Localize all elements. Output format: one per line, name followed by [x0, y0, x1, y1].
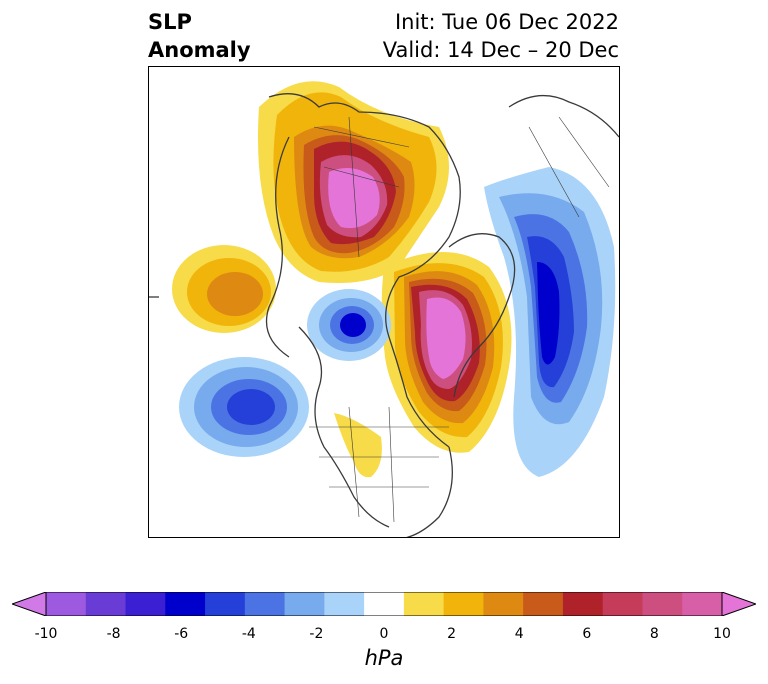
colorbar-tick-label: -2 [309, 626, 324, 642]
colorbar-cell [46, 592, 87, 616]
colorbar-tick-label: 6 [582, 626, 592, 642]
colorbar-tick-label: -8 [106, 626, 121, 642]
variable-label: SLP [148, 10, 192, 34]
positive-anomaly-eurasia [258, 81, 449, 283]
colorbar-cell [523, 592, 564, 616]
colorbar-cell [483, 592, 524, 616]
colorbar-cell [682, 592, 723, 616]
colorbar-tick-label: 8 [649, 626, 659, 642]
colorbar-cell [85, 592, 127, 616]
anomaly-map [149, 81, 619, 537]
negative-anomaly-north-atlantic [484, 167, 616, 477]
colorbar-cell [642, 592, 683, 616]
colorbar-cell [324, 592, 365, 616]
negative-anomaly-gulf-of-alaska [179, 357, 309, 457]
colorbar-tick-label: 0 [379, 626, 389, 642]
colorbar-tick-label: 4 [514, 626, 524, 642]
colorbar-tick-label: 10 [713, 626, 731, 642]
colorbar-units: hPa [364, 646, 404, 670]
colorbar-cell [284, 592, 325, 616]
colorbar-cell [244, 592, 286, 616]
colorbar-cell [562, 592, 604, 616]
positive-anomaly-greenland [381, 252, 512, 453]
map-title-left: SLP Anomaly [148, 8, 251, 64]
colorbar-tick-label: -10 [34, 626, 58, 642]
colorbar-cell [364, 592, 405, 616]
positive-anomaly-north-pacific [172, 245, 276, 333]
colorbar-cell [125, 592, 166, 616]
negative-anomaly-beaufort-sea [307, 289, 391, 361]
coastlines [149, 93, 619, 537]
colorbar-cell [443, 592, 484, 616]
init-label: Init: Tue 06 Dec 2022 [394, 10, 619, 34]
colorbar-cell [165, 592, 206, 616]
colorbar-tick-label: -6 [174, 626, 189, 642]
colorbar-tick-label: 2 [447, 626, 457, 642]
positive-anomaly-central-us [334, 413, 382, 478]
colorbar-extend-high [721, 592, 756, 616]
political-borders [309, 116, 610, 523]
colorbar-extend-low [12, 592, 47, 616]
colorbar-tick-label: -4 [241, 626, 256, 642]
field-type-label: Anomaly [148, 38, 251, 62]
colorbar-cell [602, 592, 643, 616]
map-panel [148, 66, 620, 538]
colorbar-cell [205, 592, 246, 616]
valid-label: Valid: 14 Dec – 20 Dec [382, 38, 619, 62]
colorbar-cell [403, 592, 445, 616]
colorbar [12, 592, 756, 616]
map-title-right: Init: Tue 06 Dec 2022 Valid: 14 Dec – 20… [383, 8, 619, 64]
